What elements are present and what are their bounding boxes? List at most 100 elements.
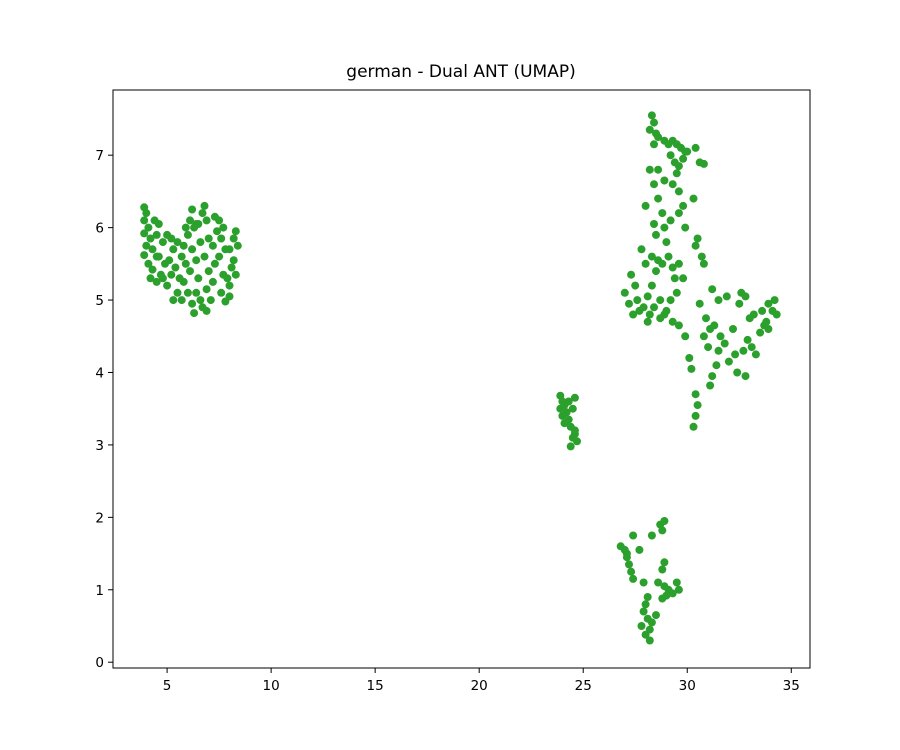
data-point	[152, 230, 161, 239]
data-point	[152, 277, 161, 286]
data-point	[200, 201, 209, 210]
data-point	[192, 256, 201, 265]
data-point	[629, 310, 638, 319]
data-point	[658, 565, 667, 574]
x-tick-label: 30	[679, 678, 696, 694]
data-point	[735, 299, 744, 308]
data-point	[699, 159, 708, 168]
data-point	[144, 223, 153, 232]
data-point	[631, 281, 640, 290]
data-point	[691, 390, 700, 399]
data-point	[658, 259, 667, 268]
data-point	[679, 201, 688, 210]
data-point	[699, 259, 708, 268]
x-tick-label: 15	[367, 678, 384, 694]
data-point	[650, 140, 658, 149]
data-point	[674, 162, 683, 171]
data-point	[146, 234, 155, 243]
data-point	[566, 442, 575, 451]
data-point	[702, 314, 710, 323]
data-point	[733, 368, 742, 377]
data-point	[639, 578, 648, 587]
data-point	[167, 270, 176, 279]
y-tick-label: 1	[95, 583, 104, 599]
data-point	[192, 288, 201, 297]
data-point	[142, 209, 151, 218]
data-point	[215, 252, 224, 261]
data-point	[660, 310, 669, 319]
data-point	[643, 317, 652, 326]
data-point	[181, 223, 190, 232]
data-point	[641, 259, 650, 268]
data-point	[695, 299, 704, 308]
data-point	[223, 274, 232, 283]
data-point	[629, 531, 638, 540]
data-point	[158, 238, 167, 247]
data-point	[152, 252, 161, 261]
data-point	[716, 332, 725, 341]
data-point	[666, 216, 675, 225]
data-point	[652, 230, 660, 239]
data-point	[737, 288, 746, 297]
data-point	[635, 306, 644, 315]
data-point	[739, 346, 748, 355]
data-point	[213, 227, 221, 236]
data-point	[219, 223, 228, 232]
data-point	[645, 636, 654, 645]
data-point	[708, 372, 717, 381]
data-point	[674, 259, 683, 268]
data-point	[163, 230, 172, 239]
data-point	[643, 593, 652, 601]
data-point	[681, 332, 690, 341]
data-point	[731, 350, 740, 359]
data-point	[658, 526, 667, 535]
y-tick-label: 3	[95, 438, 104, 454]
data-point	[691, 241, 700, 250]
data-point	[668, 589, 677, 598]
data-point	[154, 220, 163, 228]
data-point	[751, 350, 760, 359]
data-point	[140, 216, 149, 225]
data-point	[196, 238, 205, 247]
data-point	[210, 259, 219, 268]
data-point	[681, 223, 690, 232]
data-point	[699, 332, 708, 341]
data-point	[691, 411, 700, 420]
data-point	[770, 296, 779, 305]
data-point	[679, 274, 688, 283]
data-point	[208, 241, 217, 250]
data-point	[741, 372, 750, 381]
data-point	[674, 321, 683, 330]
data-point	[652, 267, 660, 276]
data-point	[714, 296, 723, 305]
data-point	[163, 281, 172, 290]
data-point	[158, 274, 167, 283]
data-point	[202, 216, 211, 225]
data-point	[645, 125, 654, 134]
data-point	[229, 256, 238, 265]
data-point	[674, 209, 683, 218]
data-point	[650, 303, 658, 312]
data-point	[693, 401, 702, 410]
data-point	[658, 594, 667, 603]
data-point	[654, 165, 663, 174]
data-point	[179, 277, 188, 286]
data-point	[639, 607, 648, 616]
data-point	[660, 223, 669, 232]
data-point	[654, 194, 663, 203]
data-point	[650, 118, 658, 127]
data-point	[627, 567, 636, 576]
data-point	[762, 317, 771, 326]
data-point	[668, 317, 677, 326]
data-point	[704, 343, 713, 352]
data-point	[641, 600, 650, 609]
data-point	[722, 292, 731, 301]
data-point	[221, 245, 230, 254]
data-point	[674, 187, 683, 196]
data-point	[660, 517, 669, 525]
data-point	[227, 263, 236, 272]
data-point	[660, 558, 669, 567]
data-point	[745, 314, 754, 323]
x-tick-label: 20	[471, 678, 488, 694]
